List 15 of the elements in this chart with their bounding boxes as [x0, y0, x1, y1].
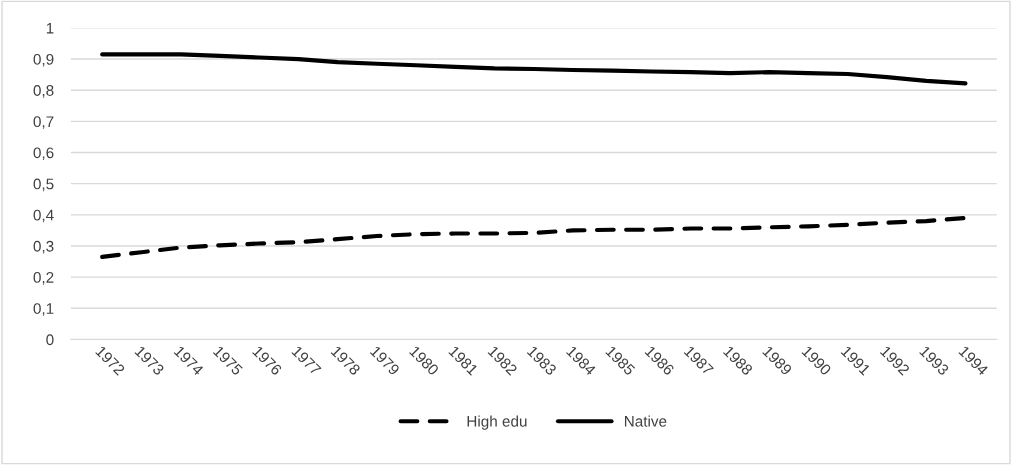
legend-label: High edu	[467, 415, 527, 430]
y-tick-label: 0,6	[33, 147, 54, 161]
y-tick-label: 0,4	[33, 209, 54, 223]
legend-label: Native	[624, 415, 667, 427]
y-tick-label: 0,8	[33, 85, 54, 98]
y-tick-label: 0,2	[33, 272, 54, 285]
y-tick-label: 0,5	[33, 178, 54, 192]
y-tick-label: 0,9	[33, 53, 54, 67]
y-tick-label: 0,7	[33, 116, 54, 129]
y-tick-label: 0,3	[33, 240, 54, 254]
y-tick-label: 1	[46, 22, 54, 34]
y-tick-label: 0	[46, 334, 54, 346]
line-series	[100, 52, 968, 86]
line-series	[100, 215, 968, 259]
y-tick-label: 0,1	[33, 303, 54, 316]
